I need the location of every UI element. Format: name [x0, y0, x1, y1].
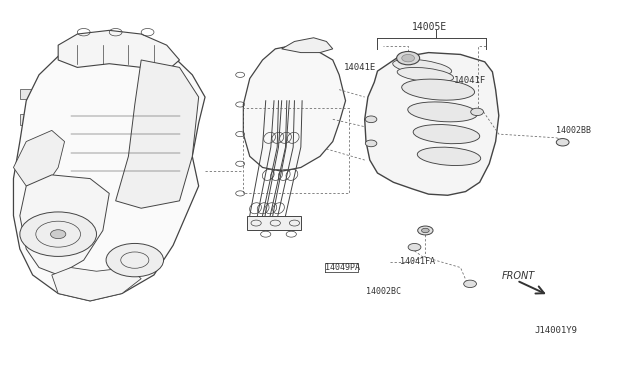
Text: 14005E: 14005E: [412, 22, 447, 32]
Text: J14001Y9: J14001Y9: [535, 326, 578, 335]
Circle shape: [106, 243, 164, 277]
Circle shape: [402, 54, 415, 62]
Ellipse shape: [413, 125, 480, 144]
Ellipse shape: [417, 147, 481, 166]
Polygon shape: [116, 60, 198, 208]
Ellipse shape: [408, 102, 477, 122]
Circle shape: [422, 228, 429, 233]
Polygon shape: [243, 45, 346, 171]
Circle shape: [51, 230, 66, 238]
Polygon shape: [20, 175, 109, 275]
Text: 14041FA: 14041FA: [400, 257, 435, 266]
FancyBboxPatch shape: [140, 122, 188, 141]
Text: 14041F: 14041F: [454, 76, 486, 85]
Ellipse shape: [402, 79, 475, 100]
FancyBboxPatch shape: [140, 96, 188, 115]
Circle shape: [365, 140, 377, 147]
Circle shape: [464, 280, 476, 288]
Polygon shape: [365, 52, 499, 195]
Circle shape: [408, 243, 421, 251]
Circle shape: [365, 116, 377, 123]
Bar: [20, 140, 45, 151]
Circle shape: [20, 212, 97, 256]
Circle shape: [556, 138, 569, 146]
Text: 14002BB: 14002BB: [556, 126, 591, 135]
Text: 14041E: 14041E: [344, 63, 376, 72]
Polygon shape: [52, 267, 141, 301]
Text: 14002BC: 14002BC: [366, 287, 401, 296]
Polygon shape: [246, 216, 301, 231]
Bar: [20, 89, 45, 99]
Bar: [20, 115, 45, 125]
Polygon shape: [13, 41, 205, 301]
Circle shape: [397, 51, 420, 65]
Circle shape: [418, 226, 433, 235]
Text: FRONT: FRONT: [502, 271, 535, 281]
FancyBboxPatch shape: [140, 148, 188, 167]
Polygon shape: [13, 131, 65, 186]
Polygon shape: [58, 31, 179, 71]
Ellipse shape: [397, 67, 454, 82]
Circle shape: [470, 108, 483, 116]
Ellipse shape: [393, 59, 452, 76]
Text: 14049PA: 14049PA: [325, 263, 360, 272]
Polygon shape: [282, 38, 333, 52]
